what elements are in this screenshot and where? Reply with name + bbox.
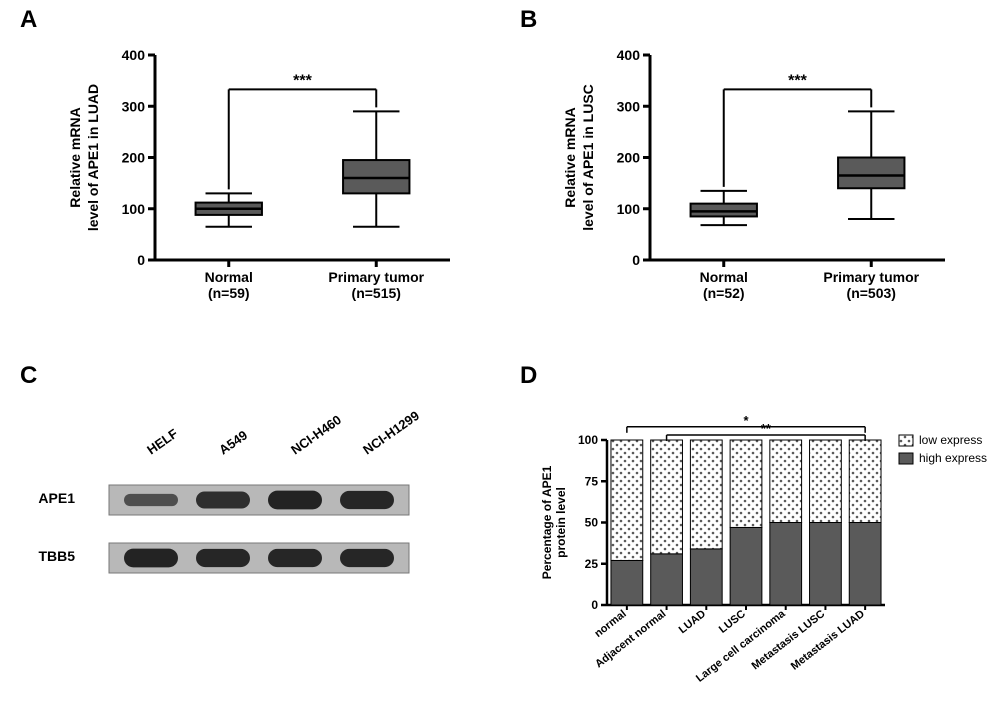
svg-text:200: 200	[617, 150, 641, 166]
svg-text:(n=59): (n=59)	[208, 285, 250, 301]
svg-text:Primary tumor: Primary tumor	[823, 269, 919, 285]
svg-text:Normal: Normal	[205, 269, 253, 285]
svg-text:(n=52): (n=52)	[703, 285, 745, 301]
svg-text:0: 0	[137, 252, 145, 268]
panel-label-d: D	[520, 362, 537, 390]
svg-text:*: *	[743, 413, 749, 428]
svg-text:0: 0	[591, 598, 598, 612]
svg-text:level of APE1 in LUSC: level of APE1 in LUSC	[580, 84, 596, 231]
svg-text:Percentage of APE1: Percentage of APE1	[540, 465, 554, 579]
svg-text:(n=515): (n=515)	[352, 285, 401, 301]
svg-text:Primary tumor: Primary tumor	[328, 269, 424, 285]
svg-text:300: 300	[617, 98, 641, 114]
svg-text:100: 100	[578, 433, 598, 447]
svg-text:50: 50	[585, 516, 599, 530]
svg-text:200: 200	[122, 150, 146, 166]
svg-text:Relative mRNA: Relative mRNA	[562, 107, 578, 207]
svg-text:level of APE1 in LUAD: level of APE1 in LUAD	[85, 84, 101, 231]
svg-text:Metastasis LUAD: Metastasis LUAD	[789, 608, 867, 673]
svg-text:100: 100	[122, 201, 146, 217]
svg-text:Normal: Normal	[700, 269, 748, 285]
svg-text:NCI-H460: NCI-H460	[288, 412, 344, 457]
panel-c-blot: HELF A549 NCI-H460 NCI-H1299 APE1 TBB5	[20, 395, 420, 615]
svg-text:LUAD: LUAD	[677, 608, 709, 636]
svg-text:***: ***	[788, 72, 807, 89]
svg-text:0: 0	[632, 252, 640, 268]
svg-text:25: 25	[585, 557, 599, 571]
svg-text:HELF: HELF	[144, 426, 180, 458]
svg-text:NCI-H1299: NCI-H1299	[360, 408, 420, 458]
svg-text:low express: low express	[919, 433, 982, 447]
panel-label-a: A	[20, 6, 37, 34]
svg-text:400: 400	[122, 47, 146, 63]
svg-text:high express: high express	[919, 451, 987, 465]
svg-text:TBB5: TBB5	[38, 548, 75, 564]
svg-text:**: **	[761, 421, 772, 436]
svg-text:protein level: protein level	[554, 487, 568, 558]
panel-d-stackedbar: 0 25 50 75 100 Percentage of APE1protein leve…	[535, 395, 995, 715]
svg-text:400: 400	[617, 47, 641, 63]
panel-label-c: C	[20, 362, 37, 390]
svg-text:75: 75	[585, 474, 599, 488]
svg-text:Relative mRNA: Relative mRNA	[67, 107, 83, 207]
svg-text:normal: normal	[592, 608, 628, 640]
panel-a-boxplot: 0 100 200 300 400 Relative mRNAlevel of APE1 …	[60, 40, 460, 320]
svg-text:100: 100	[617, 201, 641, 217]
svg-text:300: 300	[122, 98, 146, 114]
svg-text:APE1: APE1	[38, 490, 75, 506]
svg-text:Adjacent normal: Adjacent normal	[593, 608, 668, 671]
svg-text:***: ***	[293, 72, 312, 89]
svg-text:LUSC: LUSC	[717, 608, 748, 636]
panel-label-b: B	[520, 6, 537, 34]
panel-b-boxplot: 0 100 200 300 400 Relative mRNAlevel of APE1 …	[555, 40, 955, 320]
svg-text:A549: A549	[216, 427, 250, 457]
svg-text:(n=503): (n=503)	[847, 285, 896, 301]
